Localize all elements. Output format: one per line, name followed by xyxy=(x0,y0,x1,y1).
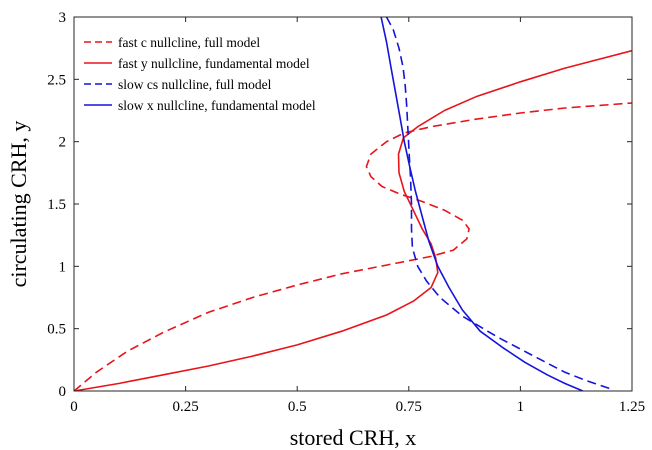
series-line-1 xyxy=(74,49,632,391)
x-tick-label: 0.5 xyxy=(288,399,307,415)
x-tick-label: 1.25 xyxy=(619,399,645,415)
x-tick-label: 1 xyxy=(517,399,525,415)
y-tick-label: 2 xyxy=(59,135,67,151)
y-tick-label: 1 xyxy=(59,259,67,275)
x-tick-label: 0.75 xyxy=(396,399,422,415)
x-tick-label: 0 xyxy=(70,399,78,415)
series-line-0 xyxy=(74,102,632,391)
y-axis-label: circulating CRH, y xyxy=(6,121,31,288)
axis-ticks: 0 0.25 0.5 0.75 1 1.25 0 0.5 1 1.5 2 2.5 3 xyxy=(47,10,645,415)
legend: fast c nullcline, full model fast y nullc… xyxy=(84,35,316,113)
legend-entry-2: slow cs nullcline, full model xyxy=(118,77,272,92)
y-tick-label: 0 xyxy=(59,384,67,400)
legend-entry-3: slow x nullcline, fundamental model xyxy=(118,98,316,113)
plot-curves xyxy=(74,17,632,391)
y-tick-label: 2.5 xyxy=(47,72,66,88)
series-line-2 xyxy=(385,17,610,390)
y-tick-label: 3 xyxy=(59,10,67,26)
y-tick-label: 0.5 xyxy=(47,322,66,338)
series-line-3 xyxy=(380,17,584,391)
x-tick-label: 0.25 xyxy=(172,399,198,415)
x-axis-label: stored CRH, x xyxy=(290,425,417,450)
legend-entry-1: fast y nullcline, fundamental model xyxy=(118,56,310,71)
y-tick-label: 1.5 xyxy=(47,197,66,213)
legend-entry-0: fast c nullcline, full model xyxy=(118,35,260,50)
